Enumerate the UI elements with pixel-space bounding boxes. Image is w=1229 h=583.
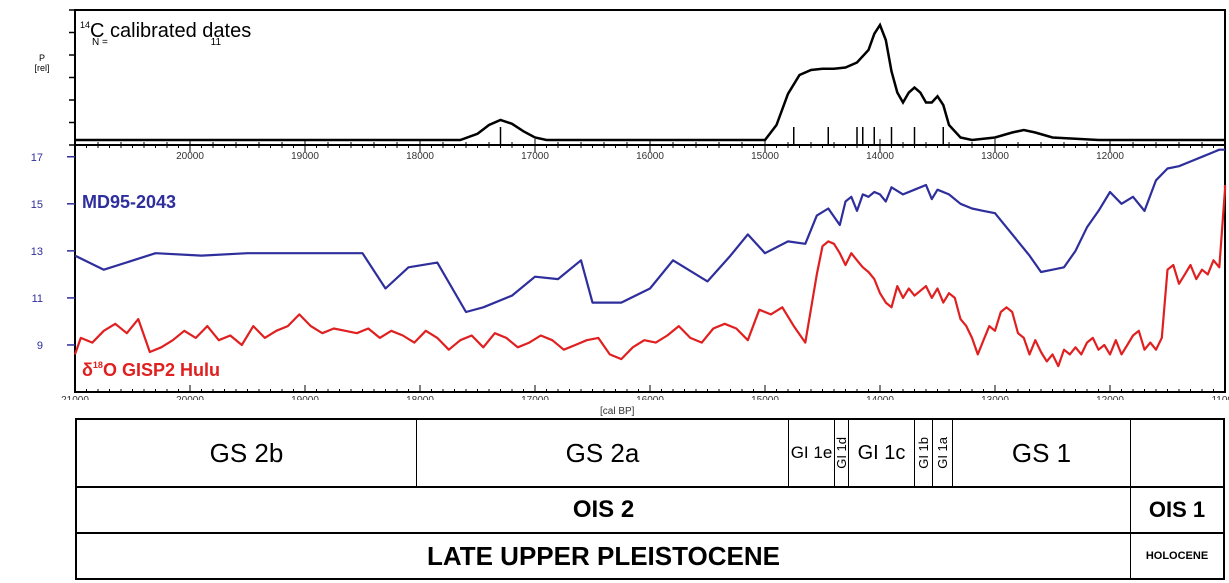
d18o-superscript: 18 bbox=[92, 360, 103, 370]
top-x-tick-label: 17000 bbox=[521, 151, 549, 162]
y-tick-label: 11 bbox=[32, 293, 43, 305]
stage-gi1a: GI 1a bbox=[933, 420, 953, 486]
probability-curve bbox=[75, 22, 1225, 142]
bottom-x-tick-label: 13000 bbox=[981, 395, 1009, 400]
y-tick-label: 17 bbox=[31, 152, 43, 164]
md95-2043-line bbox=[74, 148, 1225, 314]
stratigraphy-row-epoch: LATE UPPER PLEISTOCENE HOLOCENE bbox=[75, 534, 1225, 580]
stage-holocene-blank bbox=[1131, 420, 1223, 486]
y-tick-label: 9 bbox=[37, 340, 43, 352]
d18o-label-rest: O GISP2 Hulu bbox=[102, 360, 220, 380]
stage-ois2-label: OIS 2 bbox=[572, 496, 635, 523]
stage-gi1a-label: GI 1a bbox=[935, 437, 950, 469]
y-tick-label: 13 bbox=[31, 246, 43, 258]
title-superscript: 14 bbox=[80, 20, 91, 30]
stage-gs1-label: GS 1 bbox=[1011, 437, 1072, 468]
top-x-tick-label: 12000 bbox=[1096, 151, 1124, 162]
stratigraphy-row-ois: OIS 2 OIS 1 bbox=[75, 488, 1225, 534]
x-axis-unit-label: [cal BP] bbox=[600, 406, 635, 417]
stage-gi1b: GI 1b bbox=[915, 420, 933, 486]
stage-gs2a: GS 2a bbox=[417, 420, 789, 486]
bottom-x-tick-label: 12000 bbox=[1096, 395, 1124, 400]
sample-count-value: 11 bbox=[210, 37, 222, 48]
p-unit-label: [rel] bbox=[34, 63, 50, 73]
stage-gi1c-label: GI 1c bbox=[857, 441, 906, 464]
md95-series-label: MD95-2043 bbox=[82, 192, 177, 212]
stage-gi1e-label: GI 1e bbox=[790, 443, 833, 462]
epoch-holocene-label: HOLOCENE bbox=[1145, 550, 1209, 562]
epoch-holocene: HOLOCENE bbox=[1131, 534, 1223, 578]
p-label: P bbox=[38, 53, 45, 63]
figure-canvas: 17 15 13 11 9 20000 19000 18000 17000 16000 15000 1… bbox=[31, 9, 1229, 400]
stage-gs2b-label: GS 2b bbox=[209, 437, 284, 468]
title-main: C calibrated dates bbox=[90, 20, 252, 42]
bottom-x-tick-label: 15000 bbox=[751, 395, 779, 400]
isotope-panel: 17 15 13 11 9 20000 19000 18000 17000 16000 15000 1… bbox=[31, 144, 1229, 400]
stage-gs1: GS 1 bbox=[953, 420, 1131, 486]
epoch-late-upper-pleistocene: LATE UPPER PLEISTOCENE bbox=[77, 534, 1131, 578]
stage-gs2b: GS 2b bbox=[77, 420, 417, 486]
bottom-x-tick-label: 20000 bbox=[176, 395, 204, 400]
bottom-x-tick-label: 16000 bbox=[636, 395, 664, 400]
stage-gi1c: GI 1c bbox=[849, 420, 915, 486]
bottom-x-tick-label: 21000 bbox=[61, 395, 89, 400]
stage-gi1e: GI 1e bbox=[789, 420, 835, 486]
stage-gi1d-label: GI 1d bbox=[834, 437, 849, 469]
stratigraphy-row-stages: GS 2b GS 2a GI 1e GI 1d GI 1c GI 1b GI 1… bbox=[75, 418, 1225, 488]
chart-title: 14C calibrated dates bbox=[80, 14, 251, 42]
delta-symbol: δ bbox=[82, 360, 93, 380]
stage-gi1d: GI 1d bbox=[834, 420, 849, 486]
stage-ois1-label: OIS 1 bbox=[1148, 497, 1206, 522]
stage-gs2a-label: GS 2a bbox=[565, 437, 640, 468]
top-x-tick-label: 13000 bbox=[981, 151, 1009, 162]
y-tick-label: 15 bbox=[31, 199, 43, 211]
stage-gi1b-label: GI 1b bbox=[916, 437, 931, 469]
epoch-late-upper-pleistocene-label: LATE UPPER PLEISTOCENE bbox=[427, 540, 780, 571]
sample-count-label: N = bbox=[92, 37, 108, 48]
bottom-x-tick-label: 17000 bbox=[521, 395, 549, 400]
p-axis-label: P [rel] bbox=[30, 53, 54, 73]
stage-ois2: OIS 2 bbox=[77, 488, 1131, 532]
d18o-series-label: δ18O GISP2 Hulu bbox=[82, 360, 220, 381]
top-x-tick-label: 14000 bbox=[866, 151, 894, 162]
top-x-tick-label: 20000 bbox=[176, 151, 204, 162]
top-x-tick-label: 18000 bbox=[406, 151, 434, 162]
top-x-tick-label: 15000 bbox=[751, 151, 779, 162]
bottom-x-tick-label: 14000 bbox=[866, 395, 894, 400]
top-x-tick-label: 19000 bbox=[291, 151, 319, 162]
bottom-x-tick-label: 18000 bbox=[406, 395, 434, 400]
gisp2-hulu-line bbox=[73, 185, 1227, 368]
bottom-x-tick-label: 11000 bbox=[1211, 395, 1229, 400]
sample-count: N = 11 bbox=[92, 37, 221, 48]
top-x-tick-label: 16000 bbox=[636, 151, 664, 162]
stage-ois1: OIS 1 bbox=[1131, 488, 1223, 532]
bottom-x-tick-label: 19000 bbox=[291, 395, 319, 400]
